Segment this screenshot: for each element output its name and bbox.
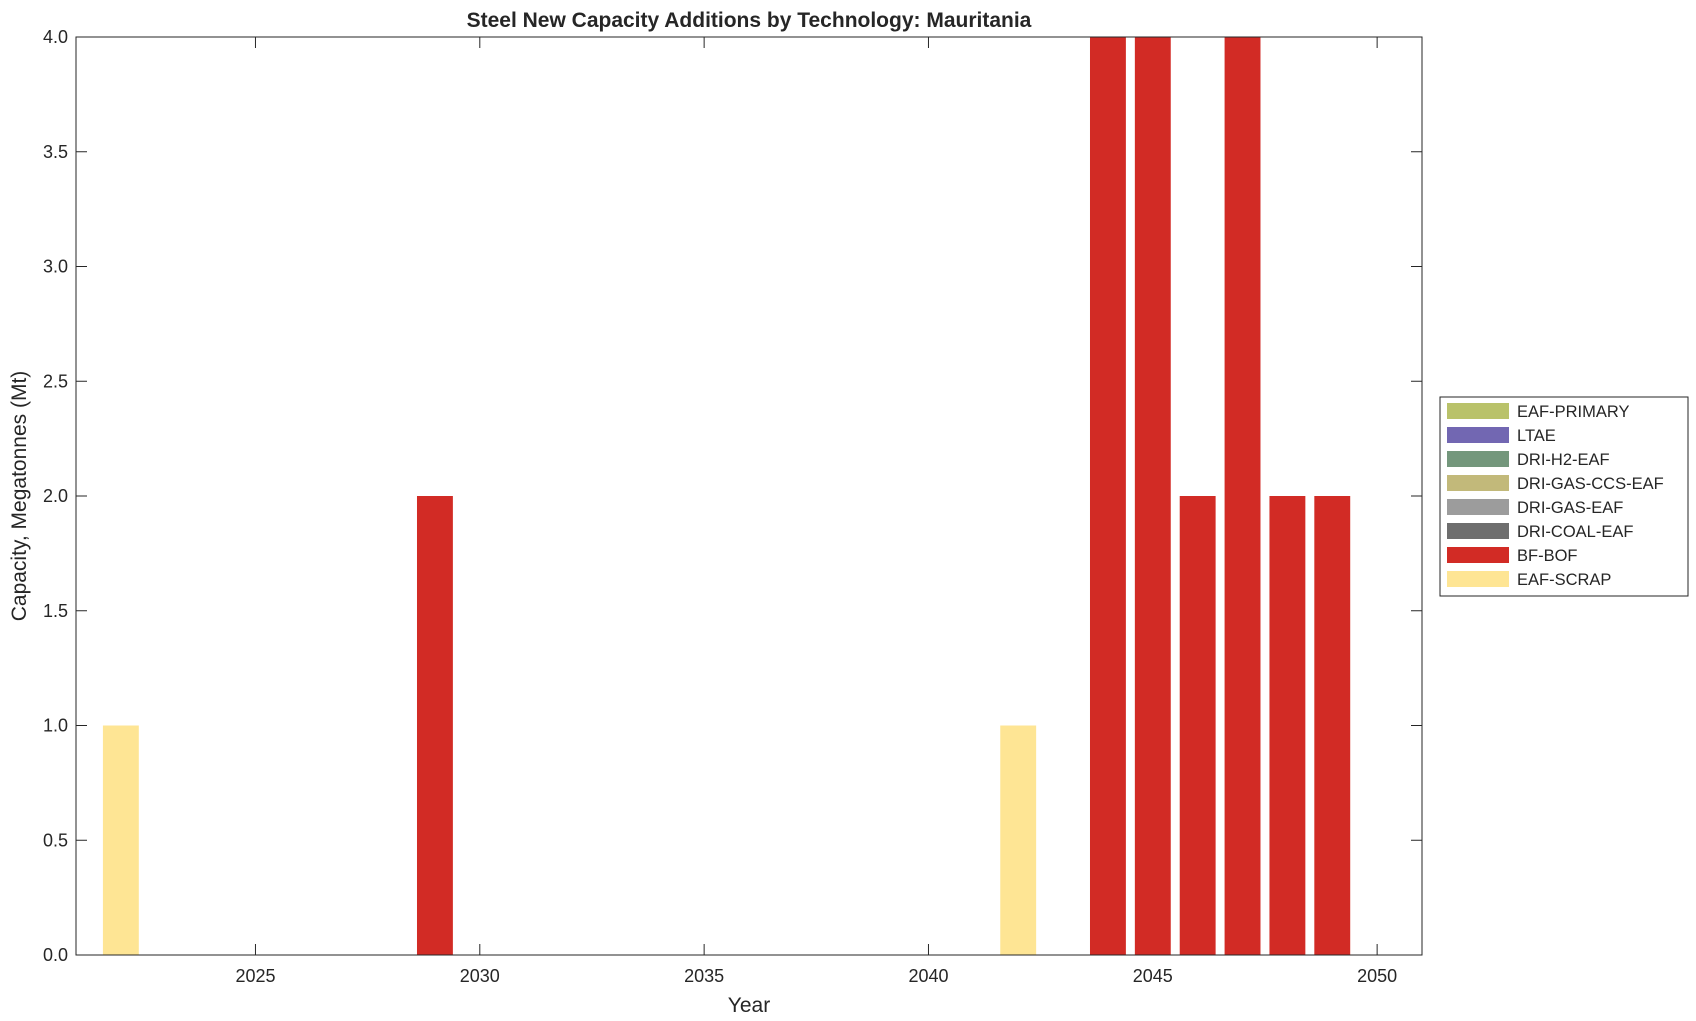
y-axis-label: Capacity, Megatonnes (Mt) xyxy=(8,371,31,622)
legend-swatch-eaf-scrap xyxy=(1447,571,1509,587)
legend-label: DRI-COAL-EAF xyxy=(1517,523,1633,541)
bars xyxy=(102,37,1351,955)
axis-ticks: 0.0 0.5 1.0 1.5 2.0 2.5 3.0 3.5 4.0 2025 2030 2035 2… xyxy=(43,27,1422,986)
bar-eaf-scrap-2042 xyxy=(1000,725,1037,955)
y-tick-label: 1.5 xyxy=(43,601,68,621)
plot-area xyxy=(76,37,1422,955)
legend-label: DRI-GAS-EAF xyxy=(1517,499,1623,517)
bar-bf-bof-2029 xyxy=(416,496,453,955)
legend-swatch-dri-h2-eaf xyxy=(1447,451,1509,467)
y-tick-label: 4.0 xyxy=(43,27,68,47)
y-tick-label: 0.0 xyxy=(43,945,68,965)
legend-swatch-dri-gas-ccs-eaf xyxy=(1447,475,1509,491)
y-tick-label: 3.0 xyxy=(43,257,68,277)
legend-swatch-dri-gas-eaf xyxy=(1447,499,1509,515)
y-tick-label: 0.5 xyxy=(43,830,68,850)
x-tick-label: 2045 xyxy=(1133,966,1173,986)
y-tick-label: 2.5 xyxy=(43,371,68,391)
legend-swatch-eaf-primary xyxy=(1447,403,1509,419)
bar-bf-bof-2048 xyxy=(1269,496,1306,955)
legend-swatch-bf-bof xyxy=(1447,547,1509,563)
legend-label: DRI-H2-EAF xyxy=(1517,451,1610,469)
bar-bf-bof-2047 xyxy=(1224,37,1261,955)
legend-label: EAF-SCRAP xyxy=(1517,571,1611,589)
bar-bf-bof-2049 xyxy=(1314,496,1351,955)
x-tick-label: 2030 xyxy=(460,966,500,986)
x-tick-label: 2035 xyxy=(684,966,724,986)
legend-swatch-ltae xyxy=(1447,427,1509,443)
legend-label: LTAE xyxy=(1517,427,1556,445)
legend-label: EAF-PRIMARY xyxy=(1517,403,1629,421)
legend-label: DRI-GAS-CCS-EAF xyxy=(1517,475,1664,493)
x-axis-label: Year xyxy=(728,994,770,1017)
bar-eaf-scrap-2022 xyxy=(102,725,139,955)
bar-bf-bof-2046 xyxy=(1179,496,1216,955)
y-tick-label: 3.5 xyxy=(43,142,68,162)
x-tick-label: 2050 xyxy=(1357,966,1397,986)
y-tick-label: 1.0 xyxy=(43,716,68,736)
x-tick-label: 2040 xyxy=(908,966,948,986)
plot-frame xyxy=(75,36,1423,956)
x-tick-label: 2025 xyxy=(235,966,275,986)
legend-label: BF-BOF xyxy=(1517,547,1578,565)
legend: EAF-PRIMARY LTAE DRI-H2-EAF DRI-GAS-CCS-EAF… xyxy=(1439,396,1689,597)
legend-swatch-dri-coal-eaf xyxy=(1447,523,1509,539)
y-tick-label: 2.0 xyxy=(43,486,68,506)
legend-box xyxy=(1439,396,1689,597)
bar-bf-bof-2044 xyxy=(1089,37,1126,955)
bar-bf-bof-2045 xyxy=(1134,37,1171,955)
chart-title: Steel New Capacity Additions by Technolo… xyxy=(467,9,1032,32)
